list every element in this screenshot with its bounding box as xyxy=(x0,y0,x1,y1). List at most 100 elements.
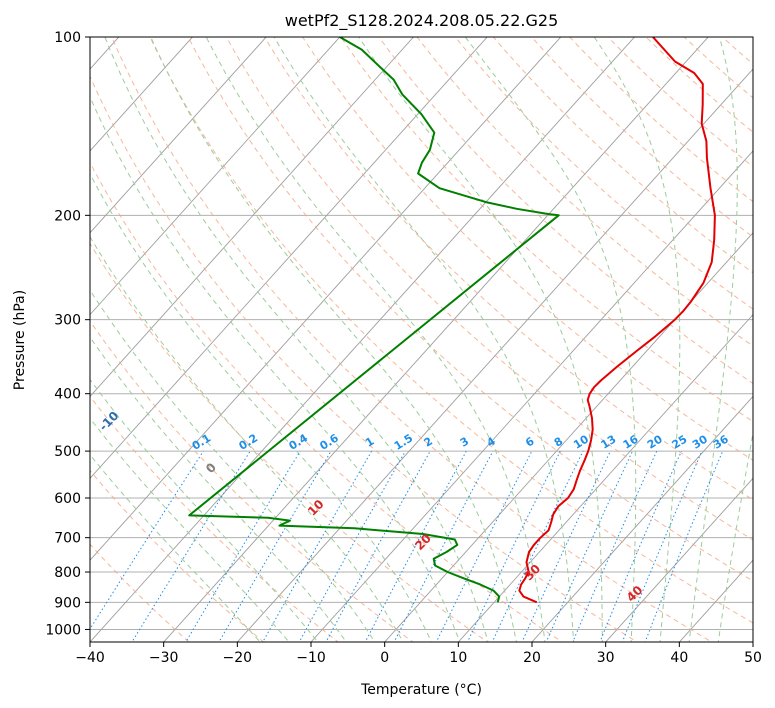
mixing-ratio-label: 16 xyxy=(621,432,641,451)
moist-adiabat-line xyxy=(688,37,738,642)
temperature-profile-line xyxy=(518,37,716,604)
moist-adiabat-line xyxy=(205,37,546,642)
dry-adiabat-line xyxy=(149,37,753,624)
mixing-ratio-label: 30 xyxy=(690,432,710,451)
y-tick-label: 600 xyxy=(54,491,81,507)
mixing-ratio-line xyxy=(545,450,633,642)
moist-adiabat-line xyxy=(358,37,603,642)
dry-adiabat-line xyxy=(416,37,753,347)
isotherm-line xyxy=(90,37,194,152)
y-tick-label: 500 xyxy=(54,444,81,460)
mixing-ratio-label: 3 xyxy=(458,435,471,450)
dry-adiabat-line xyxy=(340,37,753,423)
mixing-ratio-line xyxy=(621,450,703,642)
moist-adiabat-line xyxy=(464,37,637,642)
mixing-ratio-label: 0.6 xyxy=(317,431,341,453)
moist-adiabat-line xyxy=(90,172,432,642)
y-tick-label: 200 xyxy=(54,208,81,224)
dry-adiabat-line xyxy=(378,37,753,385)
y-axis-label: Pressure (hPa) xyxy=(12,290,28,390)
x-axis-label: Temperature (°C) xyxy=(360,682,482,698)
x-tick-label: −40 xyxy=(75,650,105,666)
in-plot-labels: 0.10.20.40.611.52346810131620253036-100-… xyxy=(96,409,731,605)
x-tick-label: 0 xyxy=(380,650,389,666)
mixing-ratio-line xyxy=(521,450,611,642)
mixing-ratio-line xyxy=(393,450,494,642)
x-axis-ticks: −40 −30 −20 −10 0 10 20 30 40 50 xyxy=(75,642,762,666)
moist-adiabat-line xyxy=(273,37,575,642)
mixing-ratio-line xyxy=(131,450,251,642)
isotherm-line xyxy=(457,313,753,642)
dry-adiabat-line xyxy=(607,37,753,168)
isotherm-line xyxy=(752,641,753,642)
x-tick-label: 10 xyxy=(449,650,467,666)
moist-adiabat-line xyxy=(90,235,404,642)
dry-adiabat-line xyxy=(683,37,753,99)
dry-adiabat-line xyxy=(721,37,753,65)
dewpoint-profile-line xyxy=(188,37,560,603)
dry-adiabat-line xyxy=(225,37,753,541)
isotherm-line xyxy=(0,10,70,654)
dry-adiabat-line xyxy=(90,75,638,642)
x-tick-label: −10 xyxy=(296,650,326,666)
sounding-series xyxy=(188,37,716,604)
moist-adiabat-line xyxy=(90,336,347,642)
dry-adiabat-line xyxy=(90,320,414,642)
mixing-ratio-label: 1 xyxy=(363,435,376,450)
dry-adiabat-line xyxy=(187,37,753,582)
isotherm-line xyxy=(384,232,753,642)
mixing-ratio-line xyxy=(599,450,682,642)
dry-adiabat-line xyxy=(454,37,753,310)
dry-adiabat-line xyxy=(90,161,564,642)
mixing-ratio-line xyxy=(298,450,406,642)
x-tick-label: 30 xyxy=(597,650,615,666)
isotherm-gridlines xyxy=(0,10,753,654)
isotherm-line xyxy=(310,150,753,642)
dry-adiabat-line xyxy=(90,543,190,642)
moist-adiabat-line xyxy=(90,95,461,642)
dry-adiabat-line xyxy=(767,10,775,654)
y-tick-label: 400 xyxy=(54,387,81,403)
dry-adiabat-line xyxy=(302,37,753,461)
isotherm-line xyxy=(90,37,267,234)
moist-adiabat-line xyxy=(150,37,518,642)
y-tick-label: 800 xyxy=(54,565,81,581)
dry-adiabat-line xyxy=(90,469,265,642)
dry-adiabat-line xyxy=(263,37,753,501)
mixing-ratio-line xyxy=(262,450,373,642)
y-tick-label: 300 xyxy=(54,313,81,329)
mixing-ratio-label: 0.2 xyxy=(237,431,260,452)
mixing-ratio-line xyxy=(644,450,724,642)
moist-adiabat-line xyxy=(90,417,290,642)
x-tick-label: 50 xyxy=(744,650,762,666)
dry-adiabat-line xyxy=(111,37,713,642)
dry-adiabats xyxy=(90,10,775,654)
y-tick-label: 700 xyxy=(54,531,81,547)
isotherm-line xyxy=(90,37,488,480)
y-tick-label: 1000 xyxy=(45,622,81,638)
y-tick-label: 100 xyxy=(54,30,81,46)
isotherm-line xyxy=(531,395,753,642)
isotherm-line xyxy=(236,68,753,642)
moist-adiabat-line xyxy=(593,37,681,642)
mixing-ratio-line xyxy=(491,450,584,642)
isotherm-line xyxy=(163,37,709,642)
mixing-ratio-lines xyxy=(90,450,724,642)
mixing-ratio-label: 0.1 xyxy=(190,431,213,452)
mixing-ratio-line xyxy=(466,450,561,642)
mixing-ratio-label: 6 xyxy=(523,434,537,449)
mixing-ratio-line xyxy=(572,450,658,642)
mixing-ratio-label: 25 xyxy=(670,433,690,452)
dry-adiabat-line xyxy=(90,242,489,642)
chart-title: wetPf2_S128.2024.208.05.22.G25 xyxy=(285,11,559,31)
moist-adiabats xyxy=(90,37,753,642)
isotherm-line xyxy=(90,37,562,561)
isotherm-line xyxy=(90,37,341,316)
y-tick-label: 900 xyxy=(54,595,81,611)
mixing-ratio-label: 20 xyxy=(645,432,665,451)
x-tick-label: −30 xyxy=(149,650,179,666)
isotherm-line xyxy=(90,37,636,642)
y-axis-ticks: 1000 900 800 700 600 500 400 300 200 100 xyxy=(45,30,90,638)
moist-adiabat-line xyxy=(90,289,376,642)
